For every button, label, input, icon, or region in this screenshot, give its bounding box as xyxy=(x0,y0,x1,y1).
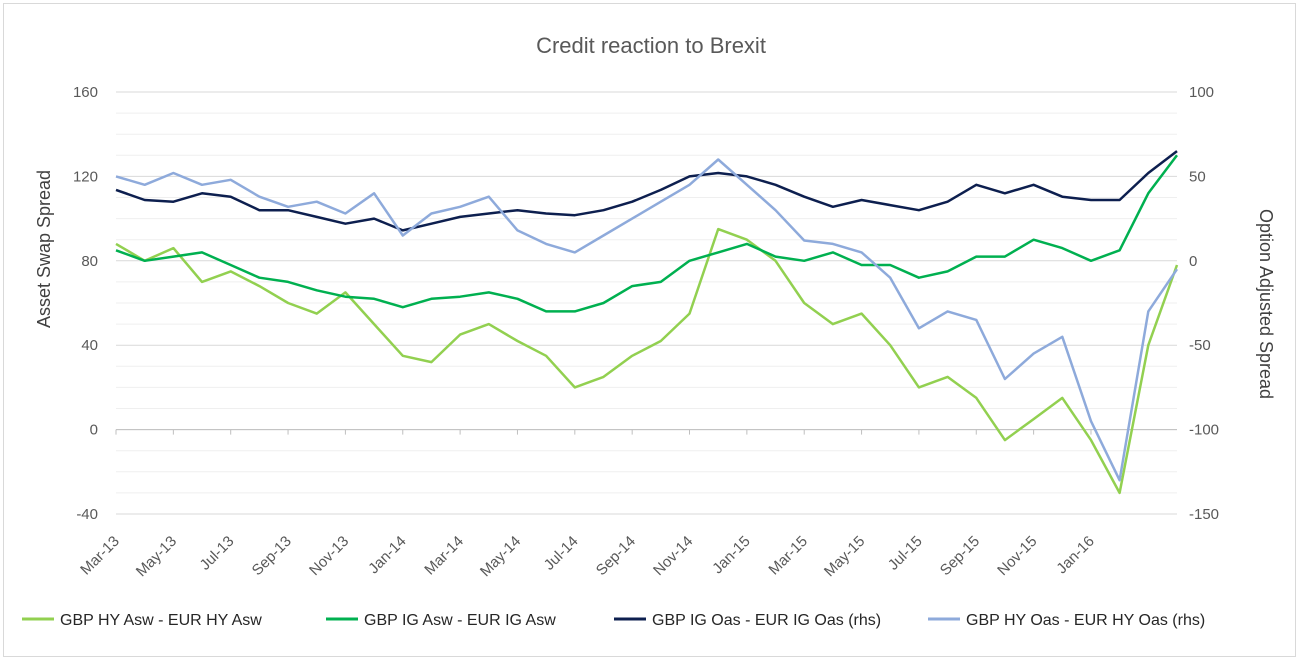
x-tick-label: Nov-15 xyxy=(994,533,1040,579)
series-line-1 xyxy=(115,227,1179,495)
series-line-3 xyxy=(115,150,1178,232)
left-tick-label: -40 xyxy=(76,506,98,523)
x-tick-label: Jan-15 xyxy=(709,533,753,577)
legend-label: GBP HY Oas - EUR HY Oas (rhs) xyxy=(966,612,1205,629)
x-tick-label: Nov-13 xyxy=(306,533,352,579)
x-tick-label: Jan-16 xyxy=(1053,533,1097,577)
right-tick-label: -150 xyxy=(1189,506,1219,523)
line-chart: Credit reaction to Brexit -40 0 40 80 120 160… xyxy=(22,33,1276,629)
right-axis-title: Option Adjusted Spread xyxy=(1256,209,1276,399)
series-line-4 xyxy=(115,158,1179,482)
left-axis-ticks: -40 0 40 80 120 160 xyxy=(73,84,98,523)
left-axis-title: Asset Swap Spread xyxy=(34,170,54,328)
x-tick-label: Mar-13 xyxy=(77,533,123,579)
left-tick-label: 160 xyxy=(73,84,98,101)
left-tick-label: 40 xyxy=(81,337,98,354)
legend-label: GBP IG Oas - EUR IG Oas (rhs) xyxy=(652,612,881,629)
x-tick-label: Sep-14 xyxy=(593,533,639,579)
x-tick-label: Jan-14 xyxy=(365,533,409,577)
left-tick-label: 120 xyxy=(73,168,98,185)
x-axis-ticks: Mar-13 May-13 Jul-13 Sep-13 Nov-13 Jan-14 Mar-… xyxy=(77,429,1098,580)
legend-label: GBP IG Asw - EUR IG Asw xyxy=(364,612,556,629)
x-tick-label: Jul-13 xyxy=(197,533,238,574)
right-tick-label: 50 xyxy=(1189,168,1206,185)
series-lines xyxy=(115,150,1179,495)
left-tick-label: 0 xyxy=(90,422,98,439)
legend: GBP HY Asw - EUR HY Asw GBP IG Asw - EUR … xyxy=(22,612,1205,629)
x-tick-label: Nov-14 xyxy=(650,533,696,579)
x-tick-label: Sep-15 xyxy=(937,533,983,579)
right-tick-label: -50 xyxy=(1189,337,1211,354)
series-line-2 xyxy=(115,154,1178,313)
right-axis-ticks: -150 -100 -50 0 50 100 xyxy=(1189,84,1219,523)
x-tick-label: Mar-15 xyxy=(765,533,811,579)
right-tick-label: -100 xyxy=(1189,422,1219,439)
chart-frame: Credit reaction to Brexit -40 0 40 80 120 160… xyxy=(3,3,1296,657)
gridlines xyxy=(116,91,1177,515)
left-tick-label: 80 xyxy=(81,253,98,270)
legend-label: GBP HY Asw - EUR HY Asw xyxy=(60,612,262,629)
chart-title: Credit reaction to Brexit xyxy=(536,33,766,58)
x-tick-label: Sep-13 xyxy=(249,533,295,579)
x-tick-label: Jul-15 xyxy=(885,533,926,574)
x-tick-label: Jul-14 xyxy=(541,533,582,574)
x-tick-label: May-15 xyxy=(821,533,868,580)
right-tick-label: 0 xyxy=(1189,253,1197,270)
x-tick-label: Mar-14 xyxy=(421,533,467,579)
x-tick-label: May-14 xyxy=(477,533,524,580)
right-tick-label: 100 xyxy=(1189,84,1214,101)
x-tick-label: May-13 xyxy=(133,533,180,580)
